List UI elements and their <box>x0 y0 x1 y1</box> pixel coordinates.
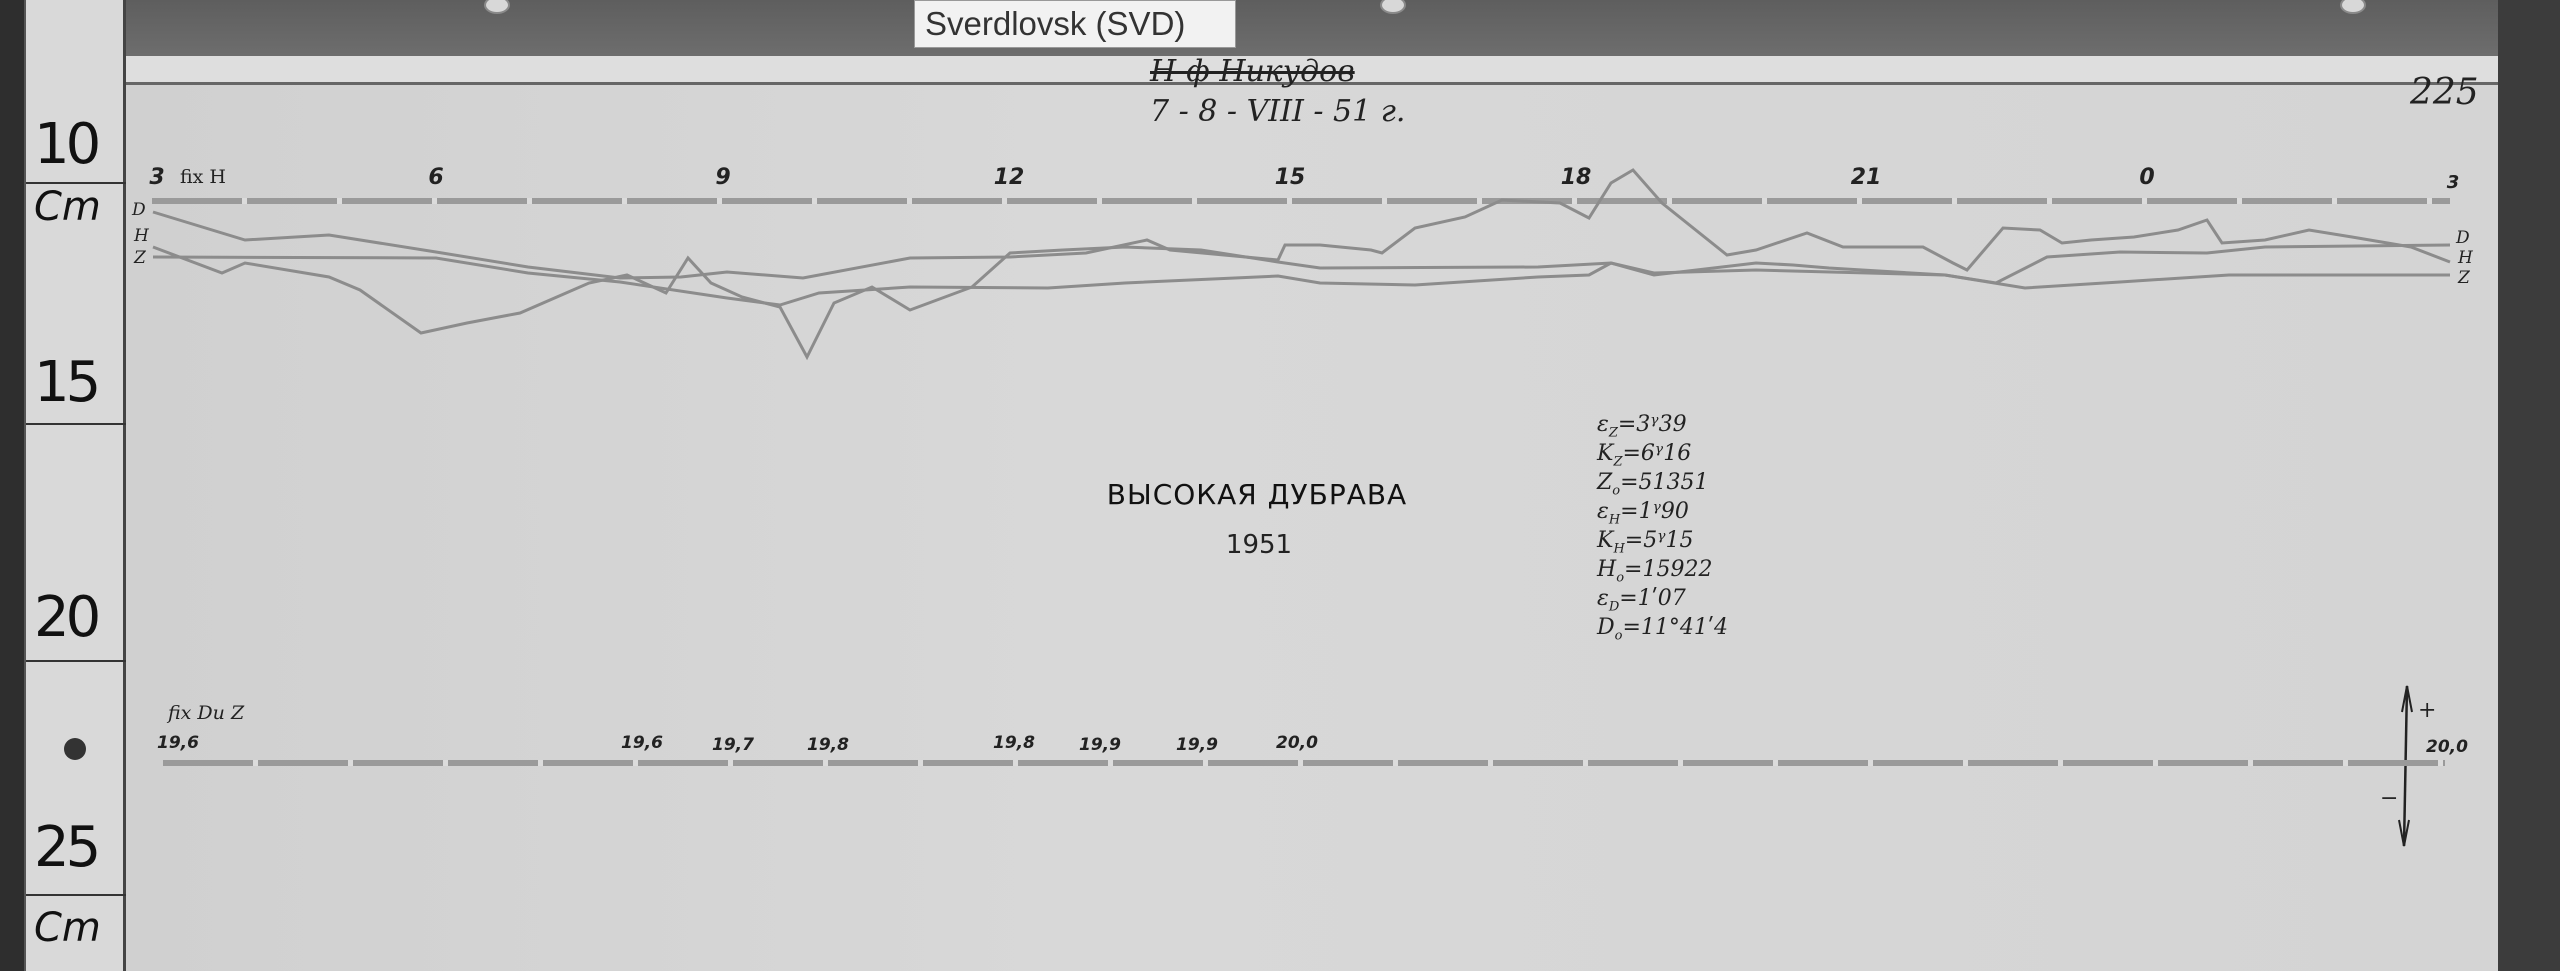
ruler-line <box>26 182 126 184</box>
plus-sign: + <box>2418 698 2437 723</box>
hour-label: 3 <box>149 165 165 190</box>
record-date: 7 - 8 - VIII - 51 г. <box>1150 94 1406 129</box>
trace-d <box>152 168 2451 280</box>
minus-sign: − <box>2380 786 2399 811</box>
constant-symbol: ε <box>1597 499 1609 524</box>
temperature-label: 19,6 <box>621 733 663 753</box>
constant-line: KH=5ᵞ15 <box>1597 526 1728 557</box>
hour-label: 6 <box>428 165 444 190</box>
constant-line: εH=1ᵞ90 <box>1597 497 1728 528</box>
trace-label-d: D <box>2456 228 2470 248</box>
trace-label-z: Z <box>2458 268 2470 288</box>
constant-value: =1ᵞ90 <box>1620 499 1689 524</box>
constant-line: εZ=3ᵞ39 <box>1597 410 1728 441</box>
ruler-unit: Cm <box>34 905 101 951</box>
fix-du-z-label: fix Du Z <box>168 702 245 724</box>
top-baseline <box>152 198 2450 204</box>
constant-symbol: ε <box>1597 412 1609 437</box>
constant-value: =3ᵞ39 <box>1617 412 1687 437</box>
temperature-label: 19,9 <box>1079 735 1121 755</box>
constant-sub: o <box>1616 570 1625 586</box>
hour-label: 15 <box>1274 165 1306 190</box>
ruler-hole <box>64 738 86 760</box>
scale-arrow <box>2402 685 2409 847</box>
trace-label-z: Z <box>134 248 146 268</box>
constant-symbol: H <box>1597 557 1617 582</box>
screw-icon <box>484 0 510 14</box>
constant-sub: Z <box>1608 425 1618 441</box>
hour-label: 21 <box>1850 165 1882 190</box>
constant-line: Do=11°41ʹ4 <box>1597 613 1729 644</box>
hour-label: 0 <box>2139 165 2155 190</box>
temperature-label: 19,9 <box>1176 735 1218 755</box>
constant-value: =51351 <box>1620 470 1709 495</box>
ruler-mark: 25 <box>34 815 101 880</box>
station-title: ВЫСОКАЯ ДУБРАВА <box>1106 478 1408 511</box>
screw-icon <box>1380 0 1406 14</box>
arrow-up-icon <box>2401 685 2413 713</box>
fix-h-label: fix H <box>180 166 226 188</box>
hour-label: 9 <box>715 165 731 190</box>
temperature-label: 20,0 <box>1276 733 1318 753</box>
constant-line: Ho=15922 <box>1597 555 1728 586</box>
constant-symbol: Z <box>1597 470 1613 495</box>
constant-symbol: K <box>1597 528 1614 553</box>
ruler: 10 Cm 15 20 25 Cm <box>24 0 126 971</box>
constant-sub: o <box>1612 483 1621 499</box>
operator-signature: Н-ф Никудов <box>1150 54 1355 89</box>
constant-line: εD=1ʹ07 <box>1597 584 1728 615</box>
ruler-line <box>26 660 126 662</box>
ruler-mark: 15 <box>34 350 101 415</box>
station-tag: Sverdlovsk (SVD) <box>914 0 1236 48</box>
ruler-line <box>26 423 126 425</box>
trace-label-d: D <box>132 200 146 220</box>
constant-value: =15922 <box>1624 557 1713 582</box>
constant-value: =6ᵞ16 <box>1622 441 1692 466</box>
background-right <box>2498 0 2560 971</box>
constant-sub: H <box>1613 541 1625 557</box>
constant-symbol: D <box>1597 615 1615 640</box>
hour-label: 12 <box>993 165 1025 190</box>
temperature-end-label: 20,0 <box>2426 737 2468 757</box>
temperature-label: 19,6 <box>157 733 199 753</box>
arrow-down-icon <box>2398 819 2410 847</box>
trace-label-h: H <box>2458 248 2473 268</box>
temperature-label: 19,8 <box>807 735 849 755</box>
constant-symbol: K <box>1597 441 1614 466</box>
tape-strip <box>126 56 2498 85</box>
hour-label: 3 <box>2446 172 2460 193</box>
trace-label-h: H <box>134 226 149 246</box>
station-year: 1951 <box>1225 530 1293 560</box>
ruler-unit: Cm <box>34 184 101 230</box>
constant-sub: Z <box>1613 454 1623 470</box>
constant-line: KZ=6ᵞ16 <box>1597 439 1728 470</box>
constant-sub: H <box>1608 512 1621 528</box>
constant-sub: D <box>1608 599 1620 615</box>
hour-label: 18 <box>1560 165 1592 190</box>
background-left <box>0 0 24 971</box>
ruler-line <box>26 894 126 896</box>
constant-value: =1ʹ07 <box>1619 586 1686 611</box>
temperature-label: 19,7 <box>712 735 754 755</box>
constant-value: =5ᵞ15 <box>1624 528 1694 553</box>
background-top <box>0 0 2560 62</box>
sheet-number: 225 <box>2410 72 2479 113</box>
bottom-baseline <box>163 760 2445 766</box>
constant-value: =11°41ʹ4 <box>1622 615 1729 640</box>
constant-symbol: ε <box>1597 586 1609 611</box>
magnetogram-sheet <box>126 62 2498 971</box>
temperature-label: 19,8 <box>993 733 1035 753</box>
constant-sub: o <box>1614 628 1623 644</box>
trace-z <box>152 255 2450 307</box>
ruler-mark: 10 <box>34 112 101 177</box>
ruler-mark: 20 <box>34 585 101 650</box>
constant-line: Zo=51351 <box>1597 468 1728 499</box>
scale-constants: εZ=3ᵞ39 KZ=6ᵞ16 Zo=51351 εH=1ᵞ90 KH=5ᵞ15… <box>1597 410 1729 644</box>
screw-icon <box>2340 0 2366 14</box>
